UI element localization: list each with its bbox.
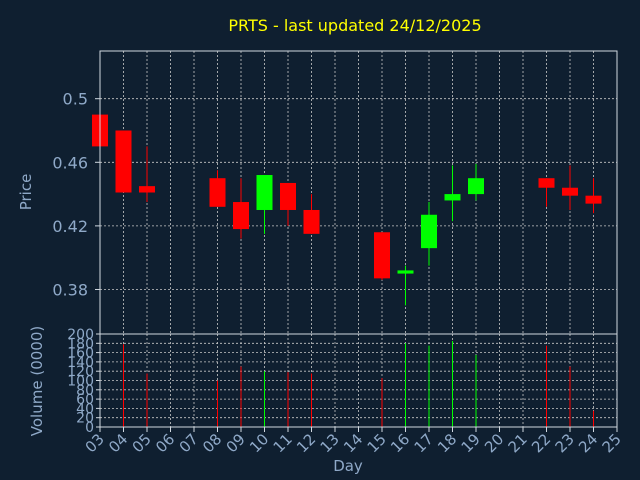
price-tick-label: 0.5 [63,90,88,109]
candle-body [397,270,414,274]
candle-bodies [92,114,602,279]
candle-body [444,194,461,201]
candle-body [209,178,226,207]
candle-body [280,182,296,210]
x-tick-label: 05 [129,430,155,456]
x-tick-label: 13 [317,430,343,456]
x-tick-label: 04 [105,430,131,456]
candle-body [585,195,602,204]
x-axis: 0304050607080910111213141516171819202122… [82,427,625,456]
volume-tick-label: 20 [76,411,94,427]
candle-body [421,214,437,249]
chart-title: PRTS - last updated 24/12/2025 [228,16,481,35]
volume-bars [99,340,594,427]
x-tick-label: 17 [411,430,437,456]
price-y-axis: 0.5 0.46 0.42 0.38 [52,90,100,299]
volume-tick-label: 0 [85,420,94,436]
candle-body [233,202,249,230]
x-tick-label: 08 [199,430,225,456]
volume-tick-label: 200 [67,327,94,343]
candle-body [139,186,155,193]
volume-tick-label: 120 [67,364,94,380]
x-tick-label: 21 [505,430,531,456]
volume-tick-label: 180 [67,336,94,352]
candle-body [303,209,320,234]
x-tick-label: 12 [293,430,319,456]
x-tick-label: 15 [364,430,390,456]
x-tick-label: 20 [481,430,507,456]
x-tick-label: 23 [552,430,578,456]
x-tick-label: 24 [575,430,601,456]
price-panel: 0.5 0.46 0.42 0.38 [52,50,618,427]
volume-tick-label: 140 [67,355,94,371]
candle-body [562,187,578,196]
x-tick-label: 16 [387,430,413,456]
x-tick-label: 19 [458,430,484,456]
candle-body [374,232,390,279]
volume-tick-label: 100 [67,374,94,390]
candle-body [256,175,273,210]
x-tick-label: 14 [340,430,366,456]
volume-tick-label: 40 [76,401,94,417]
candle-body [468,178,484,195]
x-axis-label: Day [333,457,363,475]
price-axis-label: Price [17,174,35,211]
candle-body [115,130,132,193]
x-tick-label: 11 [270,430,296,456]
volume-axis-label: Volume (0000) [28,326,46,436]
x-tick-label: 09 [223,430,249,456]
price-tick-label: 0.42 [52,217,88,236]
price-tick-label: 0.38 [52,280,88,299]
x-tick-label: 25 [599,430,625,456]
candle-body [538,178,555,188]
volume-tick-label: 60 [76,392,94,408]
x-tick-label: 10 [246,430,272,456]
x-tick-label: 06 [152,430,178,456]
price-tick-label: 0.46 [52,153,88,172]
volume-tick-label: 160 [67,346,94,362]
x-tick-label: 22 [528,430,554,456]
x-tick-label: 18 [434,430,460,456]
x-tick-label: 07 [176,430,202,456]
volume-tick-label: 80 [76,383,94,399]
